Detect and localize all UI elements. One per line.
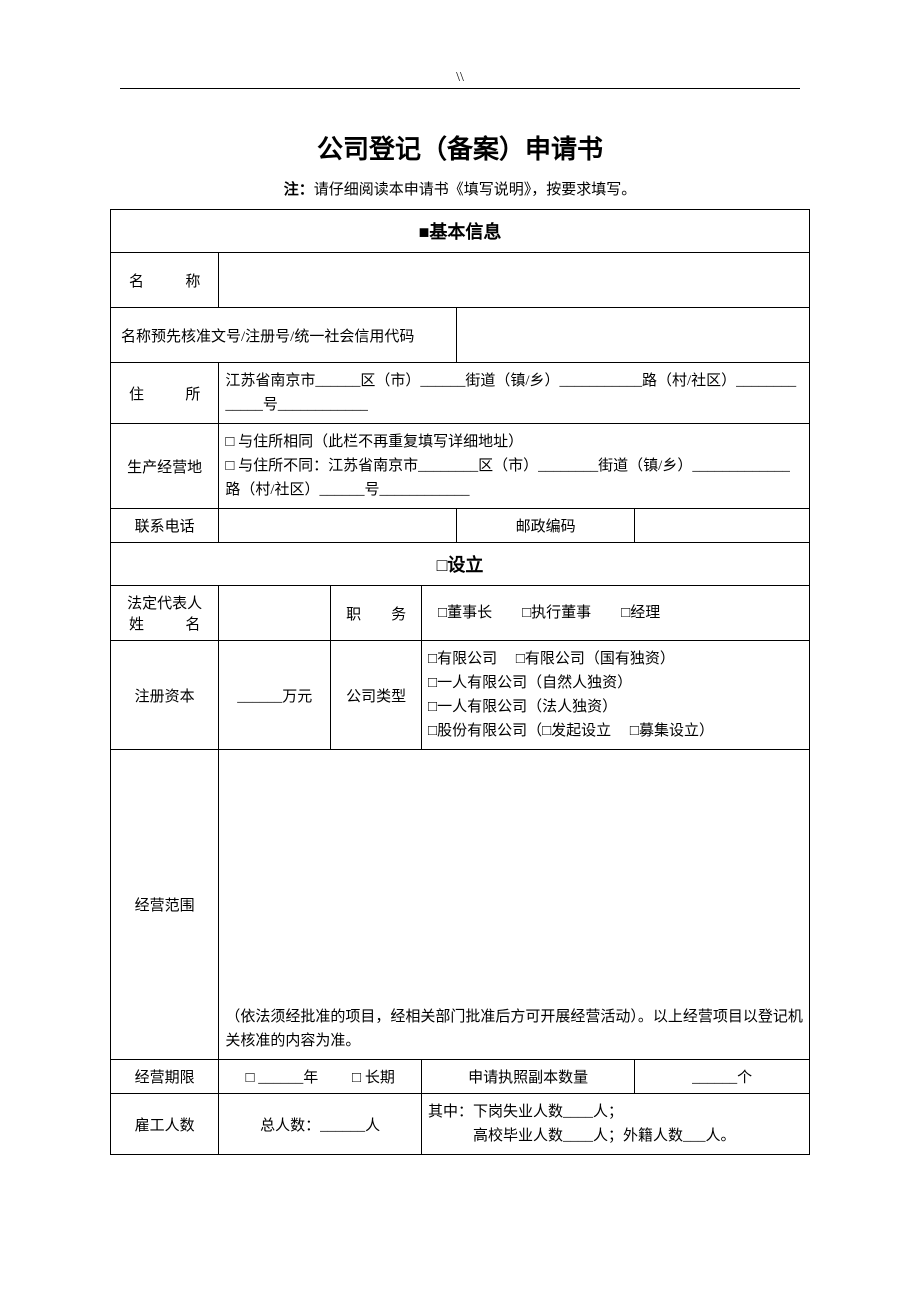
field-company-type[interactable]: □有限公司 □有限公司（国有独资） □一人有限公司（自然人独资） □一人有限公司…: [422, 641, 810, 750]
field-address[interactable]: 江苏省南京市______区（市）______街道（镇/乡）___________…: [219, 363, 810, 424]
label-period: 经营期限: [111, 1060, 219, 1094]
label-rep-line2: 姓 名: [117, 613, 212, 634]
prod-opt-diff[interactable]: □ 与住所不同：江苏省南京市________区（市）________街道（镇/乡…: [225, 454, 803, 502]
company-type-opt4[interactable]: □股份有限公司（□发起设立 □募集设立）: [428, 719, 803, 743]
label-postcode: 邮政编码: [456, 509, 634, 543]
form-table: ■基本信息 名 称 名称预先核准文号/注册号/统一社会信用代码 住 所 江苏省南…: [110, 209, 810, 1155]
field-employees-detail[interactable]: 其中：下岗失业人数____人； 高校毕业人数____人；外籍人数___人。: [422, 1094, 810, 1155]
field-representative[interactable]: [219, 586, 331, 641]
field-postcode[interactable]: [635, 509, 810, 543]
instruction-note: 注：请仔细阅读本申请书《填写说明》，按要求填写。: [110, 178, 810, 199]
label-representative: 法定代表人 姓 名: [111, 586, 219, 641]
field-approval[interactable]: [456, 308, 809, 363]
field-employees-total[interactable]: 总人数：______人: [219, 1094, 422, 1155]
label-production-site: 生产经营地: [111, 424, 219, 509]
row-representative: 法定代表人 姓 名 职 务 □董事长 □执行董事 □经理: [111, 586, 810, 641]
employees-detail-l2: 高校毕业人数____人；外籍人数___人。: [428, 1124, 803, 1148]
section-setup-header-row: □设立: [111, 543, 810, 586]
row-name: 名 称: [111, 253, 810, 308]
header-mark: \\: [120, 70, 800, 89]
label-copies: 申请执照副本数量: [422, 1060, 635, 1094]
field-phone[interactable]: [219, 509, 457, 543]
row-period: 经营期限 □ ______年 □ 长期 申请执照副本数量 ______个: [111, 1060, 810, 1094]
company-type-opt2[interactable]: □一人有限公司（自然人独资）: [428, 671, 803, 695]
row-capital: 注册资本 ______万元 公司类型 □有限公司 □有限公司（国有独资） □一人…: [111, 641, 810, 750]
label-rep-line1: 法定代表人: [117, 592, 212, 613]
section-basic-header: ■基本信息: [111, 210, 810, 253]
label-employees: 雇工人数: [111, 1094, 219, 1155]
field-position[interactable]: □董事长 □执行董事 □经理: [422, 586, 810, 641]
field-scope[interactable]: （依法须经批准的项目，经相关部门批准后方可开展经营活动）。以上经营项目以登记机关…: [219, 750, 810, 1060]
label-position: 职 务: [331, 586, 422, 641]
label-name: 名 称: [111, 253, 219, 308]
row-contact: 联系电话 邮政编码: [111, 509, 810, 543]
page-title: 公司登记（备案）申请书: [110, 129, 810, 166]
row-employees: 雇工人数 总人数：______人 其中：下岗失业人数____人； 高校毕业人数_…: [111, 1094, 810, 1155]
employees-detail-l1: 其中：下岗失业人数____人；: [428, 1100, 803, 1124]
row-approval: 名称预先核准文号/注册号/统一社会信用代码: [111, 308, 810, 363]
note-prefix: 注：: [284, 182, 314, 198]
label-phone: 联系电话: [111, 509, 219, 543]
row-production-site: 生产经营地 □ 与住所相同（此栏不再重复填写详细地址） □ 与住所不同：江苏省南…: [111, 424, 810, 509]
company-type-opt1[interactable]: □有限公司 □有限公司（国有独资）: [428, 647, 803, 671]
company-type-opt3[interactable]: □一人有限公司（法人独资）: [428, 695, 803, 719]
label-address: 住 所: [111, 363, 219, 424]
field-name[interactable]: [219, 253, 810, 308]
label-company-type: 公司类型: [331, 641, 422, 750]
prod-opt-same[interactable]: □ 与住所相同（此栏不再重复填写详细地址）: [225, 430, 803, 454]
section-setup-header: □设立: [111, 543, 810, 586]
section-basic-header-row: ■基本信息: [111, 210, 810, 253]
field-period[interactable]: □ ______年 □ 长期: [219, 1060, 422, 1094]
row-scope: 经营范围 （依法须经批准的项目，经相关部门批准后方可开展经营活动）。以上经营项目…: [111, 750, 810, 1060]
field-production-site[interactable]: □ 与住所相同（此栏不再重复填写详细地址） □ 与住所不同：江苏省南京市____…: [219, 424, 810, 509]
page-container: \\ 公司登记（备案）申请书 注：请仔细阅读本申请书《填写说明》，按要求填写。 …: [0, 0, 920, 1302]
scope-note: （依法须经批准的项目，经相关部门批准后方可开展经营活动）。以上经营项目以登记机关…: [225, 1005, 803, 1053]
field-copies[interactable]: ______个: [635, 1060, 810, 1094]
note-text: 请仔细阅读本申请书《填写说明》，按要求填写。: [314, 182, 637, 198]
row-address: 住 所 江苏省南京市______区（市）______街道（镇/乡）_______…: [111, 363, 810, 424]
field-capital[interactable]: ______万元: [219, 641, 331, 750]
label-approval: 名称预先核准文号/注册号/统一社会信用代码: [111, 308, 457, 363]
label-capital: 注册资本: [111, 641, 219, 750]
label-scope: 经营范围: [111, 750, 219, 1060]
